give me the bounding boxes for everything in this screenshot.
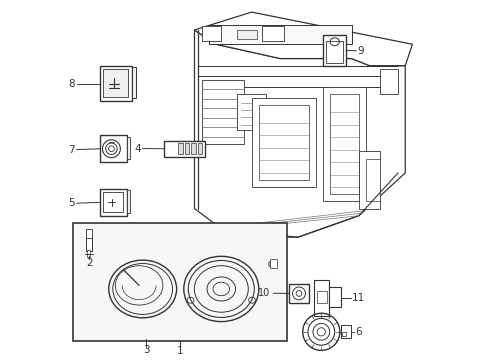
Polygon shape (194, 30, 405, 237)
Text: 11: 11 (351, 293, 364, 303)
Bar (197, 143, 202, 154)
Bar (262, 26, 283, 41)
Bar (258, 105, 308, 180)
Text: 1: 1 (177, 346, 183, 356)
Bar (323, 87, 365, 202)
Bar (313, 280, 328, 316)
Text: 2: 2 (85, 258, 92, 268)
Bar (126, 190, 130, 213)
Bar (100, 135, 126, 162)
Bar (251, 98, 315, 187)
Bar (102, 192, 123, 212)
Bar (191, 143, 196, 154)
Polygon shape (194, 12, 411, 66)
Bar (316, 291, 326, 303)
Bar (329, 94, 358, 194)
Bar (178, 143, 183, 154)
Bar (237, 30, 257, 39)
Bar (85, 235, 92, 251)
Bar (328, 287, 340, 307)
Bar (208, 24, 351, 44)
Bar (201, 26, 221, 41)
Text: 10: 10 (258, 288, 270, 298)
Bar (323, 35, 346, 66)
Text: 5: 5 (68, 198, 75, 208)
Bar (86, 229, 91, 238)
Bar (132, 67, 136, 98)
Bar (100, 189, 126, 216)
Bar (365, 158, 380, 202)
Bar (325, 41, 343, 63)
Text: 7: 7 (68, 145, 75, 155)
Bar (380, 69, 397, 94)
Bar (102, 69, 128, 97)
Bar (201, 80, 244, 144)
Text: 3: 3 (142, 345, 149, 355)
Bar (269, 259, 277, 268)
Text: 8: 8 (68, 78, 75, 89)
Bar (341, 332, 345, 336)
Bar (237, 94, 265, 130)
Text: 4: 4 (134, 144, 141, 154)
Bar (184, 143, 189, 154)
Bar (340, 325, 350, 338)
Bar (164, 141, 205, 157)
Text: 9: 9 (356, 46, 363, 56)
Bar (100, 66, 132, 102)
Bar (87, 250, 90, 257)
Bar (288, 284, 308, 303)
Bar (73, 223, 287, 341)
Bar (358, 152, 380, 208)
Text: 6: 6 (354, 327, 361, 337)
Bar (126, 137, 130, 159)
